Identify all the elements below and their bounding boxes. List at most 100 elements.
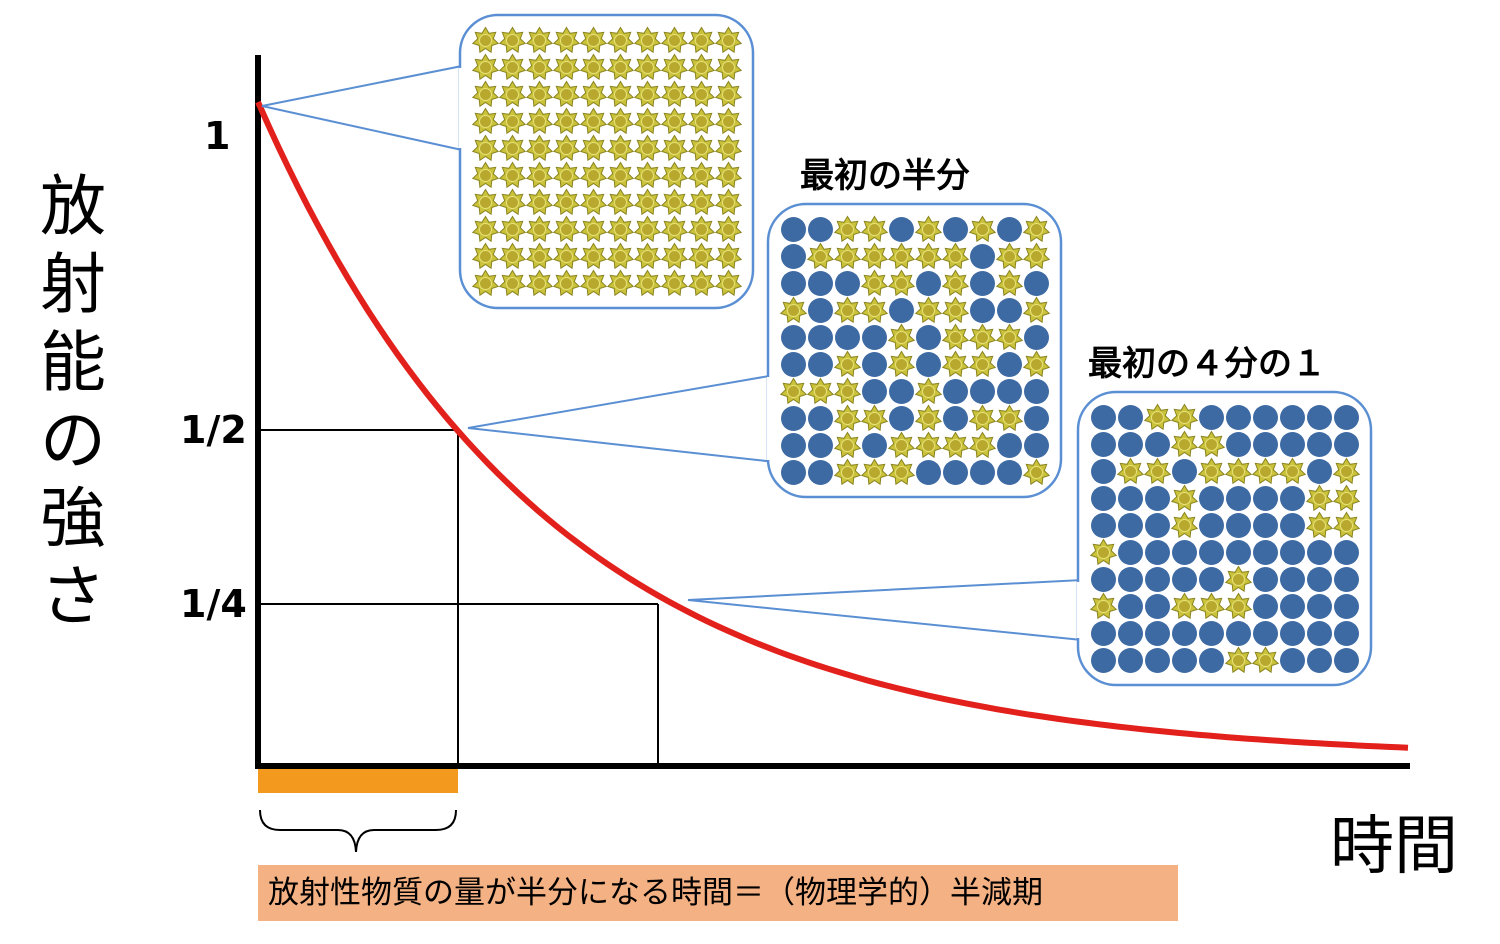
decayed-atom [781, 352, 806, 377]
active-atom-core [1232, 573, 1245, 586]
active-atom-core [1151, 465, 1164, 478]
active-atom-core [479, 250, 492, 263]
decayed-atom [997, 433, 1022, 458]
panel-title-quarter: 最初の４分の１ [1088, 344, 1326, 384]
active-atom-core [533, 250, 546, 263]
active-atom-core [1232, 654, 1245, 667]
decayed-atom [1118, 648, 1143, 673]
decayed-atom [1334, 567, 1359, 592]
y-axis-label-char: 放 [40, 168, 106, 245]
active-atom-core [614, 115, 627, 128]
active-atom-core [614, 142, 627, 155]
active-atom-core [1030, 358, 1043, 371]
decayed-atom [808, 271, 833, 296]
decayed-atom [1172, 540, 1197, 565]
active-atom-core [841, 466, 854, 479]
active-atom-core [1003, 412, 1016, 425]
y-axis-label-char: 射 [40, 246, 106, 323]
active-atom-core [614, 277, 627, 290]
active-atom-core [641, 142, 654, 155]
decayed-atom [997, 460, 1022, 485]
x-axis-label: 時間 [1330, 810, 1458, 884]
active-atom-core [841, 412, 854, 425]
active-atom-core [1030, 466, 1043, 479]
active-atom-core [668, 169, 681, 182]
active-atom-core [560, 277, 573, 290]
decayed-atom [1145, 594, 1170, 619]
active-atom-core [1313, 492, 1326, 505]
active-atom-core [949, 277, 962, 290]
active-atom-core [722, 88, 735, 101]
active-atom-core [695, 61, 708, 74]
active-atom-core [841, 439, 854, 452]
decayed-atom [1307, 540, 1332, 565]
decayed-atom [916, 352, 941, 377]
decayed-atom [862, 433, 887, 458]
active-atom-core [695, 250, 708, 263]
active-atom-core [922, 250, 935, 263]
decayed-atom [1307, 567, 1332, 592]
active-atom-core [533, 223, 546, 236]
decayed-atom [1253, 513, 1278, 538]
decayed-atom [889, 379, 914, 404]
active-atom-core [695, 34, 708, 47]
active-atom-core [895, 277, 908, 290]
decayed-atom [997, 217, 1022, 242]
decayed-atom [1280, 594, 1305, 619]
active-atom-core [976, 358, 989, 371]
active-atom-core [1097, 546, 1110, 559]
active-atom-core [1313, 519, 1326, 532]
active-atom-core [587, 34, 600, 47]
active-atom-core [668, 115, 681, 128]
decayed-atom [1024, 325, 1049, 350]
decayed-atom [943, 217, 968, 242]
decayed-atom [1253, 432, 1278, 457]
decayed-atom [970, 271, 995, 296]
active-atom-core [641, 250, 654, 263]
decayed-atom [1118, 432, 1143, 457]
decayed-atom [916, 325, 941, 350]
decayed-atom [808, 406, 833, 431]
active-atom-core [1340, 519, 1353, 532]
active-atom-core [868, 223, 881, 236]
decayed-atom [943, 379, 968, 404]
decayed-atom [1307, 432, 1332, 457]
active-atom-core [695, 169, 708, 182]
active-atom-core [1178, 438, 1191, 451]
active-atom-core [533, 88, 546, 101]
active-atom-core [868, 250, 881, 263]
active-atom-core [868, 304, 881, 317]
active-atom-core [1205, 465, 1218, 478]
active-atom-core [614, 34, 627, 47]
decayed-atom [997, 298, 1022, 323]
y-axis-label: 放射能の強さ [28, 168, 118, 636]
decayed-atom [1199, 486, 1224, 511]
decayed-atom [808, 433, 833, 458]
active-atom-core [614, 196, 627, 209]
decayed-atom [1280, 540, 1305, 565]
active-atom-core [506, 250, 519, 263]
active-atom-core [841, 304, 854, 317]
decayed-atom [1091, 648, 1116, 673]
active-atom-core [668, 88, 681, 101]
decayed-atom [997, 379, 1022, 404]
active-atom-core [506, 115, 519, 128]
active-atom-core [479, 88, 492, 101]
decayed-atom [970, 379, 995, 404]
active-atom-core [1030, 304, 1043, 317]
active-atom-core [814, 385, 827, 398]
decayed-atom [1307, 648, 1332, 673]
decayed-atom [1172, 648, 1197, 673]
active-atom-core [641, 34, 654, 47]
active-atom-core [587, 142, 600, 155]
atom-grid-initial [471, 26, 743, 297]
decayed-atom [781, 460, 806, 485]
active-atom-core [668, 250, 681, 263]
active-atom-core [506, 61, 519, 74]
decayed-atom [970, 298, 995, 323]
half-life-caption: 放射性物質の量が半分になる時間＝（物理学的）半減期 [258, 865, 1178, 921]
active-atom-core [1340, 465, 1353, 478]
active-atom-core [641, 196, 654, 209]
decayed-atom [1145, 648, 1170, 673]
decayed-atom [1172, 567, 1197, 592]
